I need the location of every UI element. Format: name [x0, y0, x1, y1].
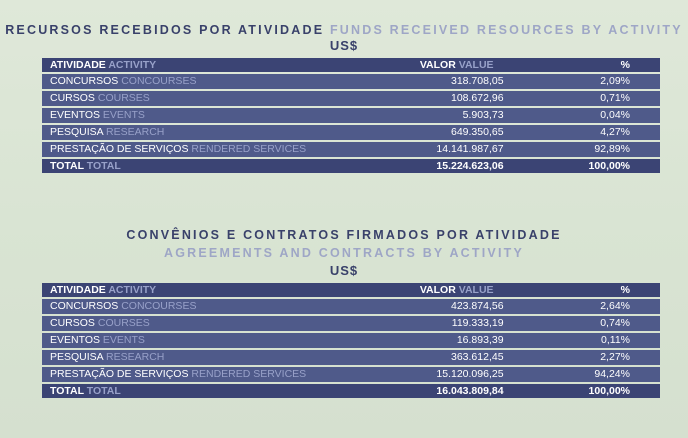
header-activity-en: ACTIVITY [108, 284, 157, 296]
table-row: CURSOS COURSES 119.333,19 0,74% [42, 316, 660, 331]
header-activity: ATIVIDADE ACTIVITY [42, 283, 380, 297]
section-1-table: ATIVIDADE ACTIVITY VALOR VALUE % CONCURS… [42, 56, 660, 175]
row-value: 16.893,39 [379, 333, 512, 348]
table-header-row: ATIVIDADE ACTIVITY VALOR VALUE % [42, 58, 660, 72]
row-pct: 0,74% [511, 316, 660, 331]
table-total-row: TOTAL TOTAL 16.043.809,84 100,00% [42, 384, 660, 398]
section-2-title-pt: CONVÊNIOS E CONTRATOS FIRMADOS POR ATIVI… [126, 228, 562, 242]
row-pct: 2,64% [511, 299, 660, 314]
row-label-en: COURSES [97, 92, 150, 104]
row-label-pt: CURSOS [50, 92, 95, 104]
row-label-pt: PESQUISA [50, 126, 104, 138]
header-pct: % [511, 58, 660, 72]
total-label-en: TOTAL [86, 385, 121, 397]
row-pct: 0,71% [511, 91, 660, 106]
row-pct: 0,11% [511, 333, 660, 348]
section-1-title-en: FUNDS RECEIVED RESOURCES BY ACTIVITY [329, 23, 683, 37]
row-label-en: CONCOURSES [121, 300, 197, 312]
row-value: 363.612,45 [379, 350, 512, 365]
total-value: 16.043.809,84 [379, 384, 512, 398]
header-activity-pt: ATIVIDADE [50, 59, 106, 71]
row-label-en: COURSES [97, 317, 150, 329]
row-label-pt: CURSOS [50, 317, 95, 329]
row-pct: 92,89% [511, 142, 660, 157]
table-row: PESQUISA RESEARCH 649.350,65 4,27% [42, 125, 660, 140]
row-pct: 2,27% [511, 350, 660, 365]
header-value-en: VALUE [458, 59, 494, 71]
row-pct: 0,04% [511, 108, 660, 123]
header-value: VALOR VALUE [379, 58, 512, 72]
table-row: CURSOS COURSES 108.672,96 0,71% [42, 91, 660, 106]
row-pct: 2,09% [511, 74, 660, 89]
row-label-pt: EVENTOS [50, 334, 100, 346]
row-pct: 94,24% [511, 367, 660, 382]
table-row: PRESTAÇÃO DE SERVIÇOS RENDERED SERVICES … [42, 367, 660, 382]
row-label-en: RENDERED SERVICES [191, 368, 307, 380]
total-pct: 100,00% [511, 384, 660, 398]
row-value: 649.350,65 [379, 125, 512, 140]
row-value: 423.874,56 [379, 299, 512, 314]
row-label-en: RESEARCH [106, 351, 165, 363]
section-2-title-en: AGREEMENTS AND CONTRACTS BY ACTIVITY [164, 246, 524, 260]
table-header-row: ATIVIDADE ACTIVITY VALOR VALUE % [42, 283, 660, 297]
table-total-row: TOTAL TOTAL 15.224.623,06 100,00% [42, 159, 660, 173]
total-label-pt: TOTAL [50, 385, 84, 397]
header-activity: ATIVIDADE ACTIVITY [42, 58, 380, 72]
row-label-en: EVENTS [102, 109, 145, 121]
row-value: 5.903,73 [379, 108, 512, 123]
table-row: EVENTOS EVENTS 5.903,73 0,04% [42, 108, 660, 123]
section-1-currency: US$ [329, 38, 359, 53]
table-row: PESQUISA RESEARCH 363.612,45 2,27% [42, 350, 660, 365]
total-pct: 100,00% [511, 159, 660, 173]
row-label-pt: CONCURSOS [50, 300, 119, 312]
row-label-pt: PESQUISA [50, 351, 104, 363]
header-pct: % [511, 283, 660, 297]
row-label-en: RESEARCH [106, 126, 165, 138]
header-value-en: VALUE [458, 284, 494, 296]
total-value: 15.224.623,06 [379, 159, 512, 173]
section-2-currency: US$ [329, 263, 359, 278]
row-label-pt: EVENTOS [50, 109, 100, 121]
header-value-pt: VALOR [419, 59, 456, 71]
row-label-pt: PRESTAÇÃO DE SERVIÇOS [50, 143, 189, 155]
row-pct: 4,27% [511, 125, 660, 140]
table-row: CONCURSOS CONCOURSES 423.874,56 2,64% [42, 299, 660, 314]
row-value: 15.120.096,25 [379, 367, 512, 382]
row-label-pt: CONCURSOS [50, 75, 119, 87]
section-1-title: RECURSOS RECEBIDOS POR ATIVIDADE FUNDS R… [0, 22, 688, 38]
total-label-en: TOTAL [86, 160, 121, 172]
header-value: VALOR VALUE [379, 283, 512, 297]
header-activity-pt: ATIVIDADE [50, 284, 106, 296]
row-value: 14.141.987,67 [379, 142, 512, 157]
table-row: PRESTAÇÃO DE SERVIÇOS RENDERED SERVICES … [42, 142, 660, 157]
row-label-pt: PRESTAÇÃO DE SERVIÇOS [50, 368, 189, 380]
table-row: EVENTOS EVENTS 16.893,39 0,11% [42, 333, 660, 348]
header-value-pt: VALOR [419, 284, 456, 296]
row-label-en: RENDERED SERVICES [191, 143, 307, 155]
table-row: CONCURSOS CONCOURSES 318.708,05 2,09% [42, 74, 660, 89]
header-activity-en: ACTIVITY [108, 59, 157, 71]
section-1-title-pt: RECURSOS RECEBIDOS POR ATIVIDADE [5, 23, 325, 37]
row-value: 119.333,19 [379, 316, 512, 331]
row-label-en: EVENTS [102, 334, 145, 346]
row-label-en: CONCOURSES [121, 75, 197, 87]
row-value: 318.708,05 [379, 74, 512, 89]
row-value: 108.672,96 [379, 91, 512, 106]
total-label-pt: TOTAL [50, 160, 84, 172]
section-2-table: ATIVIDADE ACTIVITY VALOR VALUE % CONCURS… [42, 281, 660, 400]
